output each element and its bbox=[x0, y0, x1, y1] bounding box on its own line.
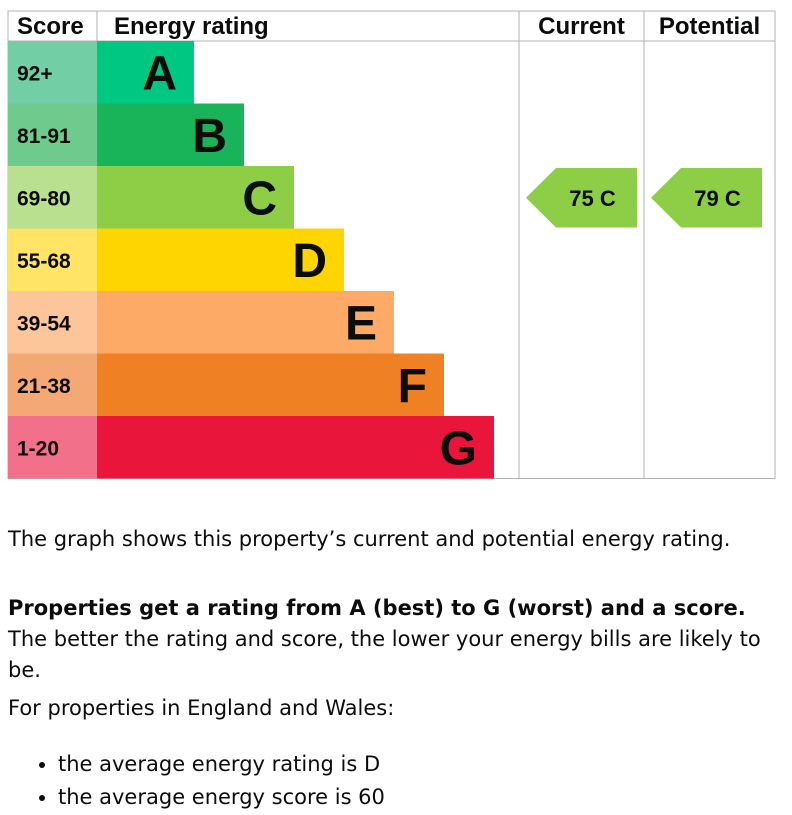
band-bar-c bbox=[97, 166, 294, 229]
score-cell-f bbox=[8, 353, 97, 416]
score-cell-c bbox=[8, 166, 97, 229]
score-cell-g bbox=[8, 416, 97, 479]
score-label-f: 21-38 bbox=[17, 375, 71, 398]
rating-explanation: Properties get a rating from A (best) to… bbox=[8, 593, 784, 686]
region-intro: For properties in England and Wales: bbox=[8, 696, 395, 720]
band-letter-d: D bbox=[292, 235, 327, 288]
band-bar-g bbox=[97, 416, 494, 479]
energy-rating-header: Energy rating bbox=[114, 13, 269, 40]
current-header: Current bbox=[538, 13, 625, 40]
band-letter-e: E bbox=[345, 297, 377, 350]
band-bar-d bbox=[97, 228, 344, 291]
potential-rating-label: 79 C bbox=[694, 186, 741, 211]
score-label-g: 1-20 bbox=[17, 437, 59, 460]
current-rating-arrow bbox=[526, 168, 637, 228]
current-rating-label: 75 C bbox=[569, 186, 616, 211]
list-item: the average energy rating is D bbox=[58, 748, 385, 781]
average-ratings-list: the average energy rating is D the avera… bbox=[8, 748, 385, 814]
score-cell-a bbox=[8, 41, 97, 104]
score-cell-e bbox=[8, 291, 97, 354]
band-bar-a bbox=[97, 41, 194, 104]
score-cell-b bbox=[8, 103, 97, 166]
energy-rating-chart: 92+ A81-91 B69-80 C55-68 D39-54 E21-38 F1-20 G … bbox=[7, 10, 776, 479]
score-label-c: 69-80 bbox=[17, 187, 71, 210]
score-cell-d bbox=[8, 228, 97, 291]
score-header: Score bbox=[17, 13, 84, 40]
score-label-a: 92+ bbox=[17, 62, 53, 85]
rating-bands: 92+ A 81-91 B 69-80 C 55-68 D 39-54 E 21-38 F 1-20 G bbox=[8, 41, 494, 479]
band-bar-e bbox=[97, 291, 394, 354]
band-bar-f bbox=[97, 353, 444, 416]
band-letter-a: A bbox=[142, 47, 177, 100]
chart-description: The graph shows this property’s current … bbox=[8, 527, 731, 551]
potential-rating-arrow bbox=[651, 168, 762, 228]
band-letter-g: G bbox=[440, 422, 477, 475]
score-label-b: 81-91 bbox=[17, 125, 71, 148]
band-bar-b bbox=[97, 103, 244, 166]
potential-header: Potential bbox=[659, 13, 760, 40]
chart-headers: Score Energy rating Current Potential bbox=[17, 13, 760, 40]
rating-explanation-rest: The better the rating and score, the low… bbox=[8, 627, 761, 682]
list-item: the average energy score is 60 bbox=[58, 781, 385, 814]
rating-explanation-bold: Properties get a rating from A (best) to… bbox=[8, 596, 746, 620]
rating-arrows: 75 C 79 C bbox=[526, 168, 762, 228]
score-label-d: 55-68 bbox=[17, 250, 71, 273]
band-letter-f: F bbox=[398, 360, 427, 413]
score-label-e: 39-54 bbox=[17, 312, 71, 335]
band-letter-c: C bbox=[242, 172, 277, 225]
band-letter-b: B bbox=[192, 110, 227, 163]
